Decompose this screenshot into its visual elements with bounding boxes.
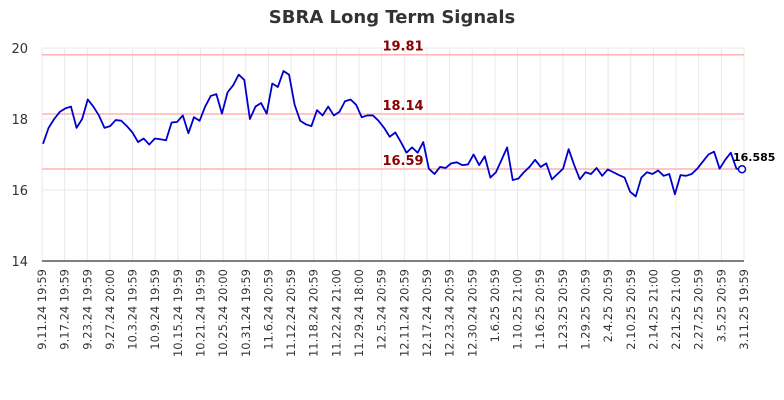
x-tick-label: 9.17.24 19:59 [58,269,72,350]
x-tick-label: 1.23.25 20:59 [556,269,570,350]
x-tick-label: 11.6.24 20:59 [261,269,275,350]
x-tick-label: 11.29.24 18:00 [352,269,366,357]
x-tick-label: 1.29.25 20:59 [578,269,592,350]
x-tick-label: 9.23.24 19:59 [80,269,94,350]
x-tick-label: 2.14.25 21:00 [646,269,660,350]
x-tick-label: 2.21.25 21:00 [669,269,683,350]
x-tick-label: 10.25.24 20:00 [216,269,230,357]
x-tick-label: 1.6.25 20:59 [488,269,502,342]
x-tick-label: 3.11.25 19:59 [737,269,751,350]
x-tick-label: 1.16.25 20:59 [533,269,547,350]
signal-level-label: 19.81 [382,40,423,55]
x-tick-label: 10.3.24 19:59 [126,269,140,350]
x-tick-label: 10.31.24 19:59 [239,269,253,357]
x-tick-label: 10.21.24 19:59 [194,269,208,357]
x-tick-label: 11.22.24 21:00 [329,269,343,357]
signal-level-label: 18.14 [382,99,423,114]
price-series-line [42,70,743,198]
last-point-marker [737,164,747,174]
y-tick-label: 20 [11,42,28,57]
signal-level-label: 16.59 [382,154,423,169]
x-tick-label: 12.17.24 20:59 [420,269,434,357]
x-tick-label: 3.5.25 20:59 [714,269,728,342]
x-tick-label: 12.11.24 20:59 [397,269,411,357]
x-tick-label: 11.18.24 20:59 [307,269,321,357]
x-tick-label: 10.15.24 19:59 [171,269,185,357]
x-tick-label: 12.30.24 20:59 [465,269,479,357]
x-tick-label: 12.5.24 20:59 [375,269,389,350]
last-value-label: 16.585 [733,151,775,164]
x-tick-label: 12.23.24 20:59 [443,269,457,357]
y-tick-label: 16 [11,184,28,199]
x-tick-label: 2.27.25 20:59 [692,269,706,350]
x-tick-label: 10.9.24 19:59 [148,269,162,350]
x-tick-label: 1.10.25 21:00 [511,269,525,350]
chart-title: SBRA Long Term Signals [268,7,516,28]
x-tick-label: 2.4.25 20:59 [601,269,615,342]
y-tick-label: 18 [11,113,28,128]
x-tick-label: 9.27.24 20:00 [103,269,117,350]
x-tick-label: 9.11.24 19:59 [35,269,49,350]
y-tick-label: 14 [11,255,28,270]
x-tick-label: 11.12.24 20:59 [284,269,298,357]
x-tick-label: 2.10.25 20:59 [624,269,638,350]
